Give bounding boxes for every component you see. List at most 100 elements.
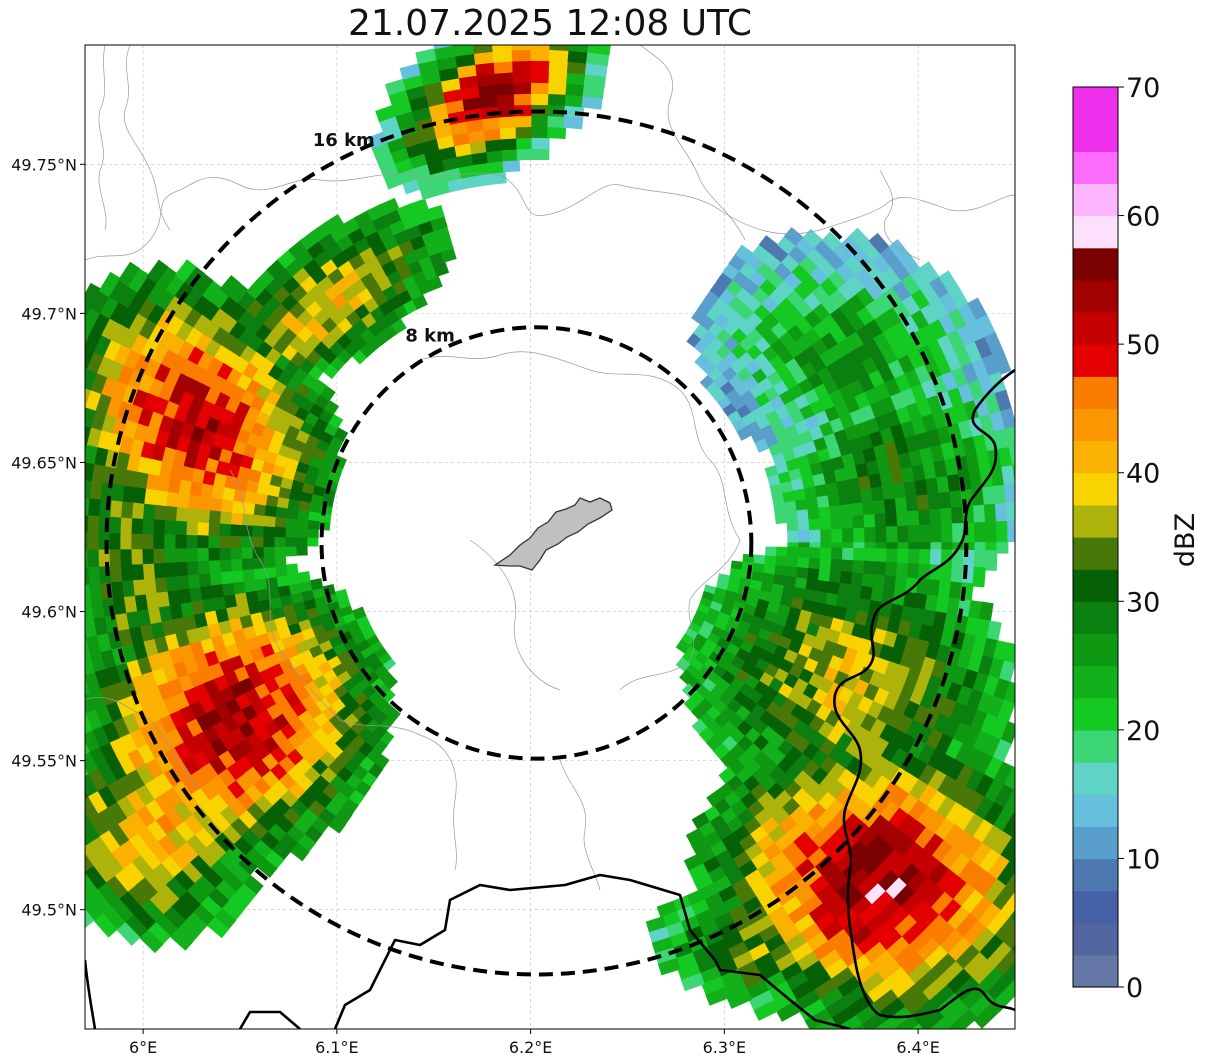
radar-gate: [285, 563, 299, 576]
radar-gate: [384, 77, 409, 96]
radar-gate: [351, 606, 367, 621]
radar-gate: [58, 398, 76, 422]
radar-gate: [816, 495, 831, 510]
radar-gate: [752, 562, 766, 575]
radar-gate: [460, 174, 480, 190]
radar-gate: [896, 511, 910, 529]
radar-gate: [85, 581, 92, 603]
radar-gate: [713, 742, 731, 761]
radar-gate: [234, 475, 249, 492]
range-ring: [319, 325, 754, 761]
radar-gate: [469, 139, 490, 155]
radar-gate: [776, 546, 789, 559]
radar-gate: [984, 909, 1011, 939]
radar-gate: [475, 172, 494, 187]
radar-gate: [262, 524, 275, 538]
radar-gate: [85, 421, 92, 446]
radar-gate: [263, 503, 278, 517]
radar-gate: [458, 74, 482, 90]
radar-gate: [255, 587, 270, 602]
radar-gate: [951, 366, 970, 391]
radar-gate: [479, 94, 501, 109]
radar-gate: [445, 98, 468, 115]
radar-gate: [885, 512, 899, 529]
radar-gate: [218, 509, 233, 525]
range-ring-labels: 8 km 16 km: [313, 130, 455, 347]
radar-gate: [57, 804, 80, 831]
radar-gate: [443, 87, 466, 104]
radar-gate: [108, 546, 121, 566]
radar-gate: [965, 453, 982, 476]
radar-gate: [530, 27, 553, 39]
radar-gate: [113, 610, 130, 632]
radar-gate: [945, 681, 964, 705]
radar-gate: [85, 710, 93, 736]
radar-gate: [152, 531, 165, 549]
radar-gate: [847, 477, 862, 495]
radar-gate: [130, 515, 144, 535]
radar-gate: [208, 508, 222, 524]
radar-gate: [1012, 873, 1015, 903]
radar-gate: [295, 544, 308, 556]
radar-gate: [667, 931, 689, 950]
radar-gate: [192, 610, 208, 629]
radar-gate: [907, 510, 921, 529]
radar-gate: [219, 569, 234, 585]
radar-gate: [1017, 501, 1030, 524]
radar-gate: [691, 812, 711, 830]
radar-gate: [189, 597, 205, 616]
radar-gate: [295, 535, 308, 547]
radar-gate: [905, 495, 920, 514]
radar-gate: [991, 981, 1015, 1012]
lon-tick-label: 6.1°E: [315, 1038, 359, 1057]
radar-gate: [276, 583, 291, 598]
radar-gate: [65, 565, 78, 587]
axis-ticks: 6°E 6.1°E 6.2°E 6.3°E 6.4°E 49.75°N 49.7°N 49.6…: [11, 155, 940, 1057]
radar-gate: [85, 893, 103, 921]
radar-gate: [990, 466, 1006, 490]
radar-gate: [718, 766, 737, 785]
radar-gate: [174, 259, 197, 283]
commune-boundaries: [85, 45, 1015, 891]
radar-gate: [852, 547, 866, 563]
radar-gate: [155, 266, 178, 290]
radar-gate: [530, 48, 553, 62]
radar-gate: [67, 475, 81, 497]
radar-gate: [902, 591, 918, 611]
radar-gate: [375, 104, 399, 123]
radar-gate: [782, 490, 797, 505]
radar-gate: [928, 564, 942, 584]
radar-gate: [964, 616, 981, 639]
radar-gate: [109, 578, 124, 599]
radar-gate: [549, 48, 572, 63]
radar-gate: [112, 465, 128, 486]
radar-gate: [142, 501, 156, 520]
radar-gate: [462, 96, 484, 111]
country-border: [833, 368, 1015, 1019]
radar-gate: [247, 467, 262, 483]
radar-gate: [967, 600, 983, 622]
radar-gate: [436, 134, 458, 150]
radar-gate: [241, 567, 255, 582]
radar-gate: [873, 443, 889, 463]
radar-gate: [174, 559, 188, 577]
radar-gate: [567, 49, 591, 64]
radar-gate: [92, 613, 108, 636]
commune-boundary: [469, 539, 561, 691]
radar-gate: [885, 617, 902, 637]
radar-gate: [174, 545, 187, 563]
radar-gate: [297, 571, 311, 584]
radar-gate: [208, 569, 223, 586]
radar-gate: [978, 375, 997, 400]
radar-gate: [85, 383, 92, 408]
radar-gate: [531, 92, 552, 106]
radar-gate: [870, 587, 885, 605]
radar-gate: [166, 475, 182, 494]
radar-gate: [680, 972, 705, 992]
radar-gate: [174, 518, 188, 536]
radar-gate: [241, 500, 256, 515]
radar-gate: [86, 512, 100, 534]
radar-gate: [836, 479, 851, 496]
radar-gate: [489, 171, 507, 185]
